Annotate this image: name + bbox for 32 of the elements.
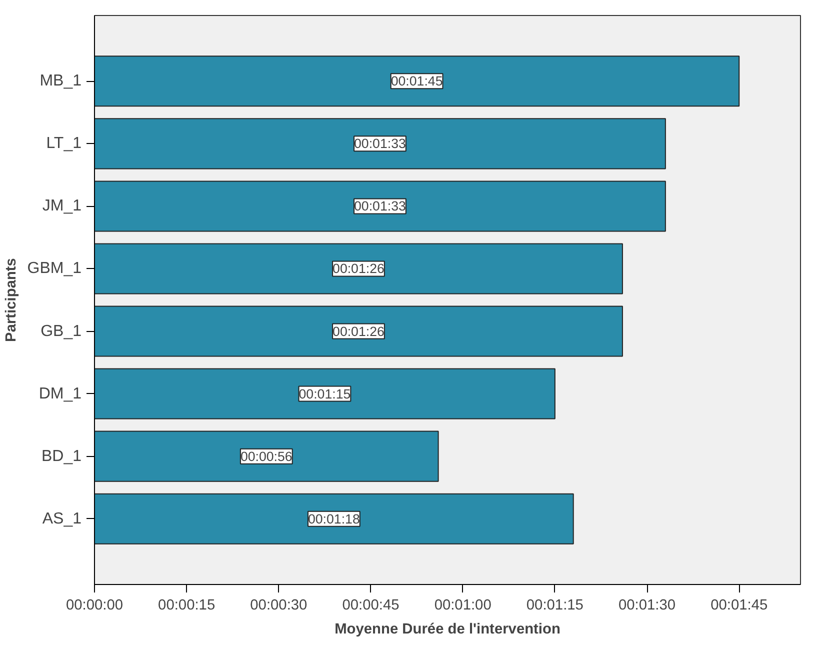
- x-tick-label: 00:00:00: [66, 598, 124, 614]
- y-tick-label: AS_1: [42, 510, 82, 528]
- data-label: 00:01:33: [354, 198, 406, 214]
- y-tick-label: JM_1: [42, 198, 82, 215]
- bar: [94, 430, 439, 482]
- bar: [94, 243, 623, 294]
- x-tick-label: 00:01:45: [710, 598, 768, 614]
- y-tick-label: GBM_1: [27, 260, 82, 278]
- y-axis-title: Participants: [3, 258, 20, 342]
- data-label: 00:01:33: [354, 136, 406, 152]
- bar: [94, 180, 666, 232]
- data-label: 00:01:26: [332, 324, 384, 339]
- x-tick-label: 00:01:15: [526, 598, 584, 614]
- data-label: 00:00:56: [240, 448, 292, 464]
- data-label: 00:01:26: [332, 261, 384, 276]
- y-tick-label: BD_1: [41, 448, 82, 465]
- x-tick-label: 00:00:30: [250, 598, 308, 614]
- data-label: 00:01:18: [308, 511, 360, 526]
- x-tick-label: 00:00:15: [158, 598, 216, 614]
- bar: [94, 306, 623, 357]
- x-tick-label: 00:00:45: [342, 598, 400, 614]
- y-tick-label: MB_1: [40, 72, 82, 90]
- bar: [94, 118, 666, 170]
- bar: [94, 56, 740, 107]
- y-tick-label: GB_1: [40, 322, 82, 340]
- bar: [94, 493, 574, 544]
- bar: [94, 368, 556, 420]
- x-tick-label: 00:01:00: [434, 598, 492, 614]
- x-tick-label: 00:01:30: [618, 598, 676, 614]
- y-tick-label: LT_1: [46, 135, 82, 152]
- x-axis-title: Moyenne Durée de l'intervention: [334, 622, 560, 638]
- y-tick-label: DM_1: [38, 385, 82, 402]
